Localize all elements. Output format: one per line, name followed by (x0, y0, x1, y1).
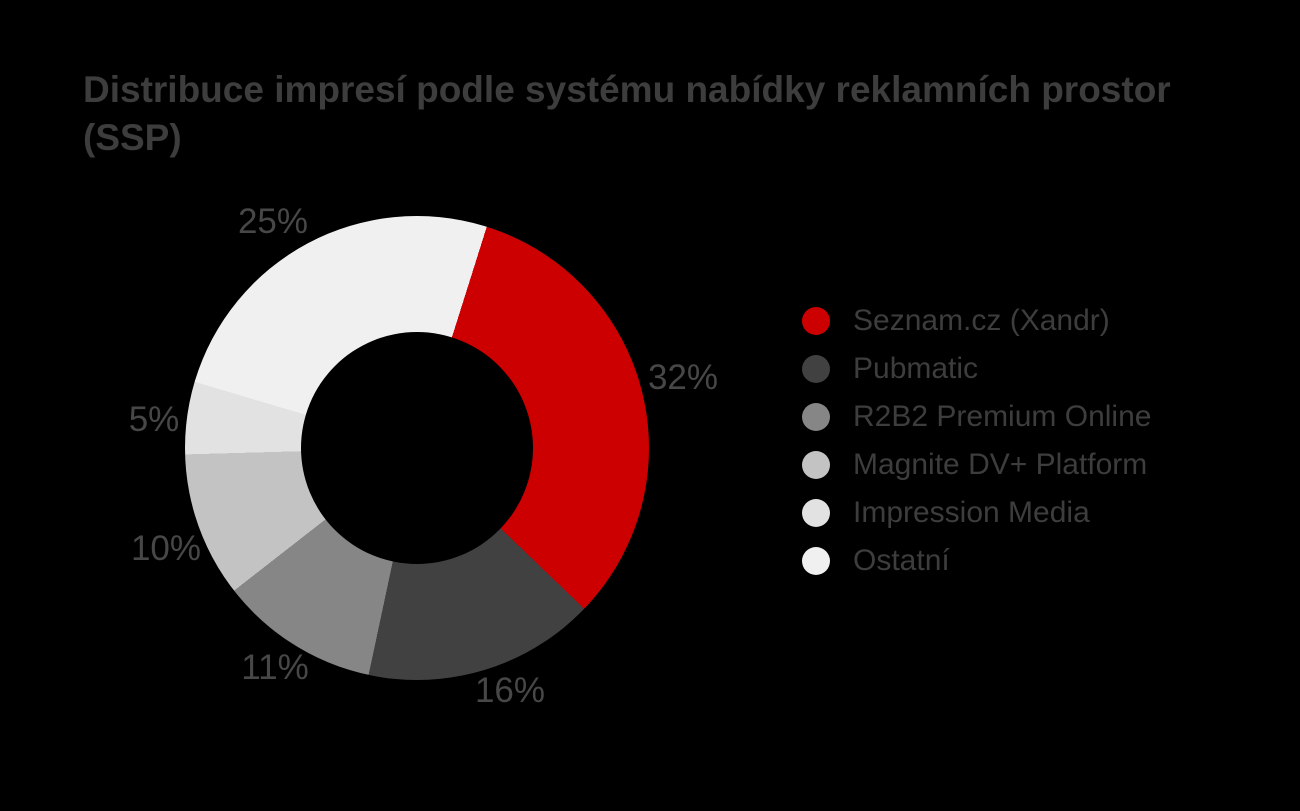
legend-swatch-icon (802, 499, 830, 527)
legend-item: Impression Media (802, 489, 1151, 537)
legend-item: R2B2 Premium Online (802, 393, 1151, 441)
slice-label: 10% (130, 529, 202, 568)
legend-swatch-icon (802, 451, 830, 479)
slice-label: 11% (241, 648, 309, 687)
legend-label: Impression Media (853, 496, 1090, 529)
donut-chart (185, 216, 649, 680)
legend-label: Ostatní (853, 544, 950, 577)
legend-item: Magnite DV+ Platform (802, 441, 1151, 489)
legend-item: Seznam.cz (Xandr) (802, 297, 1151, 345)
donut-hole (301, 332, 533, 564)
slice-label: 16% (474, 671, 546, 710)
legend-item: Pubmatic (802, 345, 1151, 393)
legend: Seznam.cz (Xandr) Pubmatic R2B2 Premium … (802, 297, 1151, 585)
slice-label: 5% (128, 400, 180, 439)
slice-label: 32% (647, 358, 719, 397)
legend-label: Magnite DV+ Platform (853, 448, 1148, 481)
chart-title: Distribuce impresí podle systému nabídky… (83, 69, 1171, 158)
legend-label: R2B2 Premium Online (853, 400, 1152, 433)
legend-item: Ostatní (802, 537, 1151, 585)
legend-swatch-icon (802, 403, 830, 431)
legend-label: Seznam.cz (Xandr) (853, 304, 1110, 337)
legend-swatch-icon (802, 547, 830, 575)
legend-swatch-icon (802, 355, 830, 383)
legend-label: Pubmatic (853, 352, 979, 385)
slice-label: 25% (237, 202, 309, 241)
legend-swatch-icon (802, 307, 830, 335)
